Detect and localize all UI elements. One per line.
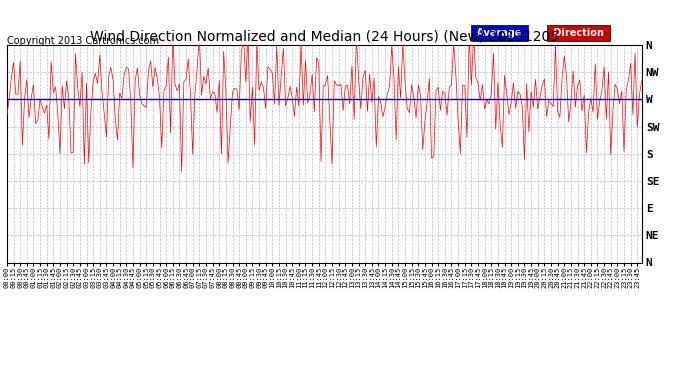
Text: Average: Average [473,28,525,38]
Text: Copyright 2013 Cartronics.com: Copyright 2013 Cartronics.com [7,36,159,46]
Text: Direction: Direction [550,28,607,38]
Title: Wind Direction Normalized and Median (24 Hours) (New) 20131205: Wind Direction Normalized and Median (24… [90,30,559,44]
